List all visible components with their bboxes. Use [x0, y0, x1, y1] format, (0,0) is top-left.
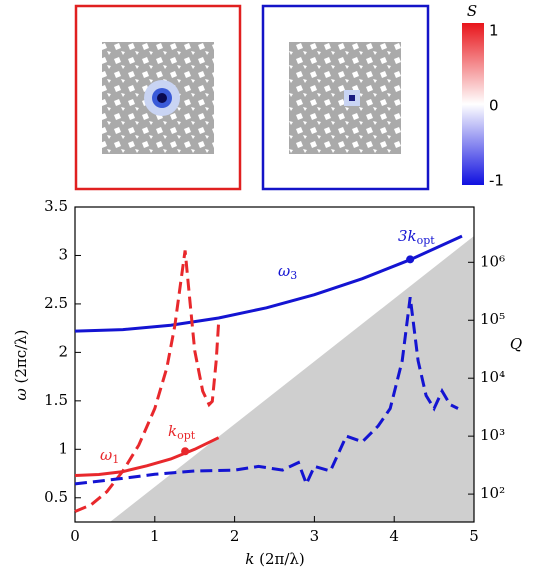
y-axis-label: ω (2πc/λ) [12, 329, 30, 400]
y2-tick-label: 10⁵ [480, 310, 505, 328]
annotation-sub: 3 [290, 269, 297, 282]
y2-axis-label: Q [510, 335, 522, 353]
colorbar-tick-label: 0 [489, 97, 499, 115]
y2-tick-label: 10² [480, 484, 505, 502]
y2-tick-label: 10³ [480, 426, 505, 444]
x-tick-label: 4 [389, 527, 399, 545]
annotation-sub: 1 [112, 453, 119, 466]
annotation: 3kopt [398, 227, 435, 247]
figure: S k (2π/λ) ω (2πc/λ) Q 0 1 2 3 4 5 0.5 1 1.5 2 2.5… [0, 0, 539, 575]
colorbar [462, 23, 484, 185]
y-tick-label: 3.5 [44, 197, 68, 215]
y-tick-label: 0.5 [44, 488, 68, 506]
inset-right [263, 6, 428, 189]
annotation-text: ω [278, 262, 290, 280]
x-tick-label: 3 [310, 527, 320, 545]
x-tick-label: 5 [469, 527, 479, 545]
point [181, 447, 189, 455]
annotation-sub: opt [177, 429, 196, 442]
annotation: kopt [168, 422, 196, 442]
y-tick-label: 1 [58, 439, 68, 457]
inset-left [76, 6, 240, 189]
colorbar-tick-label: 1 [489, 22, 499, 40]
colorbar-tick-label: -1 [489, 172, 504, 190]
y-tick-label: 2 [58, 342, 68, 360]
y2-tick-label: 10⁶ [480, 252, 505, 270]
y-tick-label: 2.5 [44, 294, 68, 312]
point [406, 255, 414, 263]
x-tick-label: 2 [230, 527, 240, 545]
y-tick-label: 3 [58, 245, 68, 263]
colorbar-label: S [467, 2, 477, 20]
annotation: ω1 [100, 446, 119, 466]
y2-tick-label: 10⁴ [480, 368, 505, 386]
annotation-text: k [168, 422, 177, 440]
annotation-text: ω [100, 446, 112, 464]
annotation-text: 3k [398, 227, 417, 245]
x-tick-label: 0 [70, 527, 80, 545]
annotation-sub: opt [417, 234, 436, 247]
annotation: ω3 [278, 262, 297, 282]
y-tick-label: 1.5 [44, 391, 68, 409]
x-axis-label: k (2π/λ) [245, 550, 305, 568]
x-tick-label: 1 [150, 527, 160, 545]
